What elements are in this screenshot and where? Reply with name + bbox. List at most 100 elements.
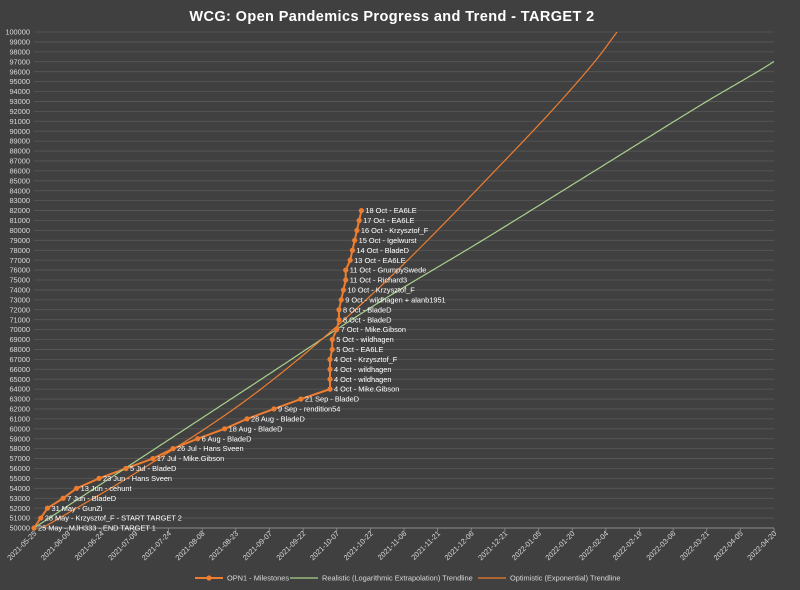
x-tick-label: 2021-11-21 (409, 529, 442, 562)
chart-title: WCG: Open Pandemics Progress and Trend -… (189, 9, 594, 25)
milestone-point (356, 217, 362, 224)
x-tick-label: 2022-03-21 (678, 529, 711, 562)
y-tick-label: 92000 (9, 107, 30, 116)
y-tick-label: 91000 (9, 117, 30, 126)
x-tick-label: 2021-08-23 (207, 529, 240, 562)
milestone-label: 8 Oct - BladeD (343, 305, 391, 314)
milestone-point (338, 297, 344, 303)
milestone-label: 11 Oct - GrumpySwede (350, 266, 427, 275)
milestone-label: 31 May - GunZi (51, 504, 102, 513)
x-tick-label: 2021-09-22 (274, 529, 307, 562)
x-axis-ticks: 2021-05-25 2021-06-09 2021-06-24 2021-07-09… (5, 528, 778, 562)
y-tick-label: 97000 (9, 57, 30, 66)
milestone-point (340, 287, 347, 293)
y-tick-label: 88000 (9, 147, 30, 156)
y-tick-label: 73000 (9, 295, 30, 304)
x-tick-label: 2021-07-09 (106, 529, 139, 562)
y-tick-label: 68000 (9, 345, 30, 354)
y-tick-label: 95000 (9, 77, 30, 86)
milestone-point (336, 317, 342, 323)
y-tick-label: 64000 (9, 385, 30, 394)
milestone-point (358, 207, 364, 214)
milestone-point (352, 237, 358, 243)
x-tick-label: 2021-10-07 (308, 529, 341, 562)
milestone-point (244, 416, 250, 422)
y-tick-label: 81000 (9, 216, 30, 225)
annotation-layer: 25 May - MJH333 - END TARGET 128 May - K… (38, 206, 446, 532)
milestone-label: 26 Jul - Hans Sveen (177, 444, 244, 453)
y-tick-label: 53000 (9, 494, 30, 503)
milestone-point (123, 465, 129, 472)
y-tick-label: 78000 (9, 246, 30, 255)
y-tick-label: 72000 (9, 305, 30, 314)
x-tick-label: 2022-04-20 (745, 529, 778, 562)
milestone-label: 4 Oct - wildhagen (334, 375, 392, 384)
milestone-point (271, 406, 277, 412)
milestone-label: 28 May - Krzysztof_F - START TARGET 2 (45, 514, 182, 523)
y-tick-label: 90000 (9, 127, 30, 136)
milestone-point (336, 307, 342, 313)
milestone-point (349, 247, 356, 253)
y-tick-label: 86000 (9, 166, 30, 175)
milestone-point (343, 267, 349, 273)
marker-layer (31, 207, 364, 531)
grid-lines (34, 31, 774, 529)
legend-label: Optimistic (Exponential) Trendline (510, 574, 621, 583)
milestone-label: 9 Sep - rendition54 (278, 405, 340, 414)
legend-marker (206, 575, 212, 581)
legend-label: OPN1 - Milestones (227, 574, 289, 583)
milestone-point (329, 336, 335, 343)
y-tick-label: 75000 (9, 276, 30, 285)
milestone-point (327, 366, 333, 372)
x-tick-label: 2022-01-05 (510, 529, 543, 562)
y-axis-ticks: 5000051000520005300054000550005600057000… (5, 28, 30, 533)
x-tick-label: 2021-12-06 (443, 529, 476, 562)
milestone-label: 7 Oct - Mike.Gibson (341, 325, 406, 334)
milestone-label: 18 Aug - BladeD (229, 424, 283, 433)
y-tick-label: 93000 (9, 97, 30, 106)
y-tick-label: 57000 (9, 454, 30, 463)
milestone-label: 5 Jul - BladeD (130, 464, 176, 473)
y-tick-label: 76000 (9, 266, 30, 275)
milestone-label: 13 Oct - EA6LE (354, 256, 405, 265)
legend-label: Realistic (Logarithmic Extrapolation) Tr… (322, 574, 473, 583)
y-tick-label: 63000 (9, 395, 30, 404)
milestone-label: 7 Jun - BladeD (67, 494, 116, 503)
milestone-point (96, 475, 102, 481)
y-tick-label: 96000 (9, 67, 30, 76)
milestone-point (327, 356, 333, 362)
milestone-point (31, 525, 37, 531)
y-tick-label: 80000 (9, 226, 30, 235)
milestone-label: 4 Oct - Krzysztof_F (334, 355, 398, 364)
y-tick-label: 51000 (9, 514, 30, 523)
milestone-point (60, 495, 66, 501)
y-tick-label: 98000 (9, 47, 30, 56)
y-tick-label: 59000 (9, 434, 30, 443)
x-tick-label: 2021-05-25 (5, 529, 38, 562)
milestone-point (150, 455, 156, 462)
milestone-label: 15 Oct - Igelwurst (359, 236, 417, 245)
y-tick-label: 83000 (9, 196, 30, 205)
milestone-label: 28 Aug - BladeD (251, 414, 305, 423)
x-tick-label: 2021-09-07 (241, 529, 274, 562)
y-tick-label: 62000 (9, 405, 30, 414)
x-tick-label: 2022-04-05 (712, 529, 745, 562)
y-tick-label: 58000 (9, 444, 30, 453)
milestone-point (343, 277, 349, 283)
x-tick-label: 2021-07-24 (140, 529, 173, 562)
milestone-point (74, 485, 80, 491)
milestone-label: 25 May - MJH333 - END TARGET 1 (38, 524, 156, 533)
series-line-3 (41, 32, 618, 528)
y-tick-label: 70000 (9, 325, 30, 334)
milestone-point (44, 505, 51, 511)
x-tick-label: 2021-06-09 (39, 529, 72, 562)
x-tick-label: 2021-11-06 (376, 529, 409, 562)
y-tick-label: 82000 (9, 206, 30, 215)
milestone-label: 5 Oct - wildhagen (336, 335, 394, 344)
y-tick-label: 89000 (9, 137, 30, 146)
y-tick-label: 79000 (9, 236, 30, 245)
milestone-point (170, 446, 176, 452)
milestone-point (329, 346, 335, 353)
